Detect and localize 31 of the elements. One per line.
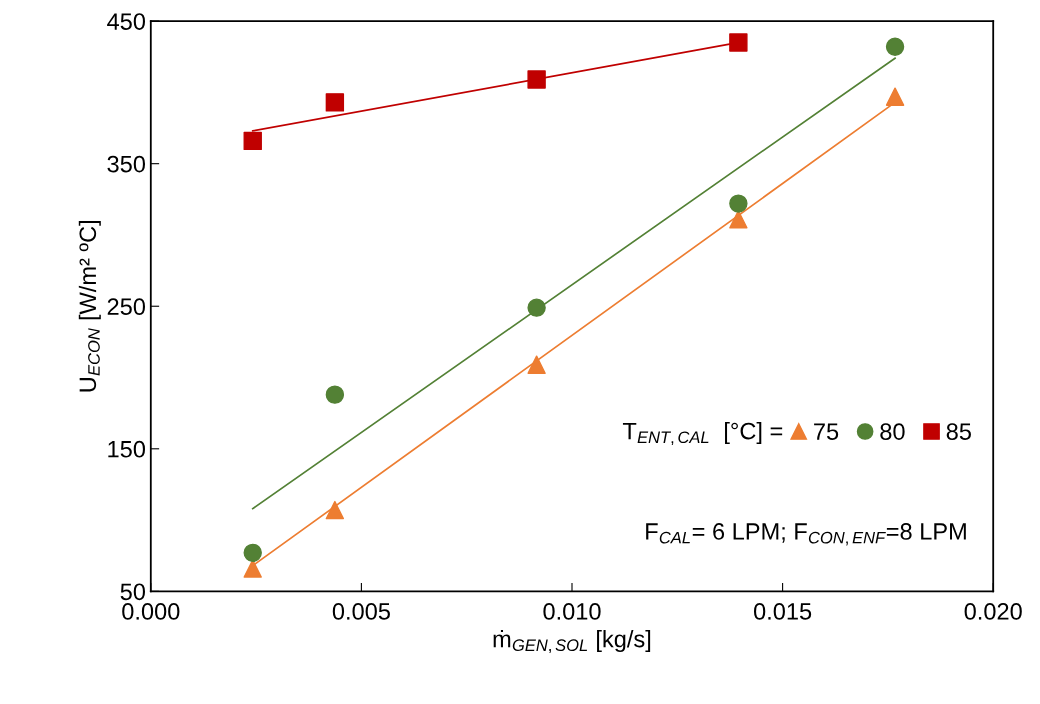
point (729, 194, 748, 213)
y-tick-label: 450 (107, 13, 146, 30)
y-tick-label: 250 (107, 298, 146, 316)
y-tick-label: 150 (108, 440, 146, 458)
x-tick-label: 0.000 (122, 603, 180, 620)
point (729, 33, 748, 52)
point (527, 355, 546, 374)
point (885, 87, 905, 106)
x-tick-label: 0.020 (964, 603, 1022, 620)
point (527, 70, 546, 89)
point (243, 543, 262, 563)
y-tick-label: 50 (120, 583, 146, 601)
x-tick-label: 0.010 (543, 603, 601, 620)
point (729, 210, 748, 229)
legend-label: 85 (946, 423, 971, 440)
x-tick-label: 0.005 (332, 603, 390, 620)
legend-title: T$_{ENT,CAL}$ [°C] = (622, 422, 783, 446)
point (885, 37, 905, 56)
legend-label: 75 (814, 423, 839, 440)
legend-label: 80 (880, 423, 905, 440)
y-axis-title: U$_{ECON}$ [W/m² ºC] (78, 220, 101, 392)
point (325, 93, 345, 112)
point (243, 131, 262, 151)
point (243, 559, 262, 578)
x-tick-label: 0.015 (753, 603, 812, 620)
x-axis-title: ṁ$_{GEN,SOL}$ [kg/s] (493, 630, 651, 653)
point (325, 500, 345, 520)
point (527, 298, 546, 317)
y-tick-label: 350 (107, 155, 146, 173)
annotation: F$_{CAL}$= 6 LPM; F$_{CON,ENF}$=8 LPM (646, 523, 966, 546)
point (325, 385, 345, 404)
